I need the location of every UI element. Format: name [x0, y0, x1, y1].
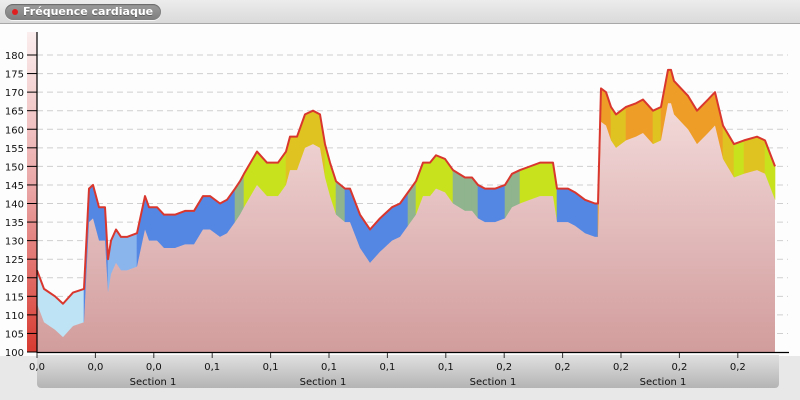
y-tick-label: 105 [5, 329, 24, 340]
section-label: Section 1 [130, 377, 177, 388]
y-tick-label: 175 [5, 70, 24, 81]
y-tick-label: 100 [5, 348, 24, 359]
hr-zone-band [120, 236, 128, 271]
x-tick-label: 0,2 [496, 362, 512, 373]
x-tick-label: 0,2 [555, 362, 571, 373]
x-tick-label: 0,2 [671, 362, 687, 373]
hr-zone-band [484, 188, 496, 223]
hr-zone-band [635, 99, 644, 138]
section-bar [37, 355, 779, 388]
section-label: Section 1 [470, 377, 517, 388]
hr-zone-band [391, 203, 401, 242]
hr-zone-band [519, 165, 531, 204]
hr-zone-band [219, 199, 228, 238]
hr-zone-band [184, 210, 195, 245]
section-label: Section 1 [640, 377, 687, 388]
hr-zone-band [422, 162, 431, 197]
hr-zone-band [464, 177, 473, 212]
heart-rate-color-scale [27, 32, 37, 352]
hr-zone-band [625, 102, 637, 141]
y-tick-label: 110 [5, 311, 24, 322]
x-tick-label: 0,2 [730, 362, 746, 373]
hr-zone-band [556, 188, 569, 223]
hr-zone-band [494, 184, 506, 223]
y-tick-label: 140 [5, 200, 24, 211]
section-label: Section 1 [300, 377, 347, 388]
hr-zone-band [511, 169, 521, 208]
y-tick-label: 125 [5, 255, 24, 266]
x-tick-label: 0,0 [87, 362, 103, 373]
hr-zone-band [202, 195, 211, 230]
hr-zone-band [584, 199, 596, 238]
y-tick-label: 145 [5, 181, 24, 192]
hr-zone-band [174, 210, 186, 249]
hr-area-fill [37, 103, 775, 352]
hr-zone-band [652, 106, 662, 145]
x-tick-label: 0,0 [29, 362, 45, 373]
hr-zone-band [435, 154, 446, 193]
y-tick-label: 135 [5, 218, 24, 229]
hr-zone-band [163, 214, 176, 249]
y-tick-label: 130 [5, 237, 24, 248]
y-tick-label: 160 [5, 125, 24, 136]
y-tick-label: 165 [5, 107, 24, 118]
red-dot-icon [12, 9, 18, 15]
y-tick-label: 155 [5, 144, 24, 155]
chart-title-pill[interactable]: Fréquence cardiaque [5, 4, 162, 20]
hr-zone-band [594, 203, 599, 238]
hr-zone-band [756, 136, 766, 175]
hr-zone-band [289, 136, 298, 171]
heart-rate-line [36, 68, 776, 305]
hr-zone-band [98, 206, 106, 241]
hr-zone-band [743, 136, 758, 175]
y-tick-label: 115 [5, 292, 24, 303]
x-tick-label: 0,1 [438, 362, 454, 373]
hr-zone-band [148, 206, 158, 241]
chart-title: Fréquence cardiaque [23, 5, 154, 18]
x-tick-label: 0,2 [613, 362, 629, 373]
hr-zone-band [539, 162, 554, 197]
y-tick-label: 170 [5, 88, 24, 99]
x-tick-label: 0,1 [321, 362, 337, 373]
hr-zone-band [72, 288, 85, 327]
y-tick-label: 150 [5, 162, 24, 173]
hr-zone-band [126, 232, 138, 271]
title-bar: Fréquence cardiaque [0, 0, 800, 24]
x-tick-label: 0,1 [204, 362, 220, 373]
y-tick-label: 120 [5, 274, 24, 285]
hr-zone-band [304, 110, 314, 149]
hr-zone-band [529, 162, 541, 201]
hr-zone-band [266, 162, 279, 197]
x-tick-label: 0,0 [146, 362, 162, 373]
x-tick-label: 0,1 [263, 362, 279, 373]
x-tick-label: 0,1 [379, 362, 395, 373]
hr-zone-band [477, 184, 486, 223]
hr-zone-band [312, 110, 321, 149]
hr-zone-band [567, 188, 576, 227]
y-tick-label: 180 [5, 51, 24, 62]
hr-zone-band [667, 69, 672, 104]
hr-zone-band [344, 188, 351, 223]
hr-zone-band [733, 139, 745, 178]
